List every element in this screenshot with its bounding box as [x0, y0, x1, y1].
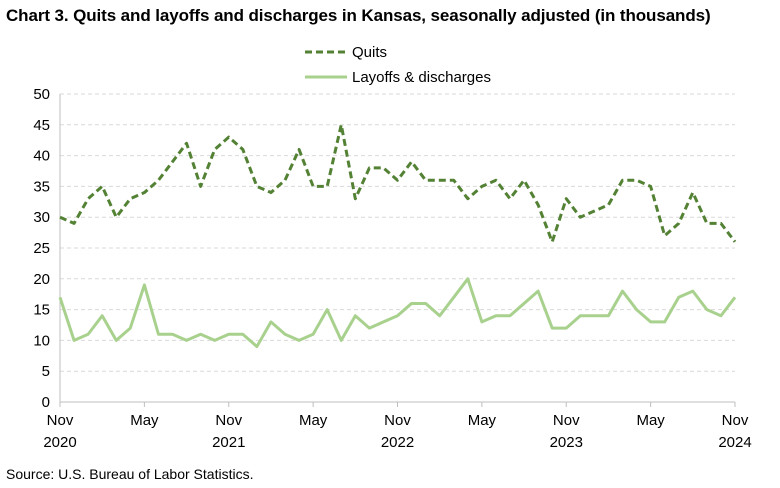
y-tick-label: 15: [33, 302, 50, 319]
gridlines: [60, 93, 735, 372]
y-tick-label: 30: [33, 209, 50, 226]
series-lines: [58, 123, 737, 349]
y-tick-label: 35: [33, 178, 50, 195]
legend: Quits Layoffs & discharges: [305, 44, 491, 86]
x-tick-label-month: Nov: [215, 412, 242, 429]
x-tick-label-month: May: [299, 412, 328, 429]
y-tick-label: 10: [33, 332, 50, 349]
source-note: Source: U.S. Bureau of Labor Statistics.: [6, 466, 254, 482]
x-tick-label-month: May: [636, 412, 665, 429]
legend-label-quits: Quits: [352, 44, 387, 61]
series-line-quits: [59, 123, 737, 244]
x-tick-label-month: Nov: [47, 412, 74, 429]
x-tick-label-year: 2020: [43, 434, 76, 451]
x-tick-label-month: May: [130, 412, 159, 429]
y-tick-label: 20: [33, 271, 50, 288]
y-tick-label: 45: [33, 117, 50, 134]
x-tick-label-month: Nov: [722, 412, 749, 429]
x-tick-label-year: 2021: [212, 434, 245, 451]
x-tick-label-year: 2024: [718, 434, 751, 451]
legend-label-layoffs-discharges: Layoffs & discharges: [352, 69, 491, 86]
y-axis-ticks: 0 5 10 15 20 25 30 35 40 45 50: [33, 86, 50, 411]
x-tick-label-year: 2023: [550, 434, 583, 451]
y-tick-label: 0: [42, 394, 50, 411]
y-tick-label: 40: [33, 148, 50, 165]
y-tick-label: 50: [33, 86, 50, 103]
x-tick-label-month: May: [468, 412, 497, 429]
x-tick-label-year: 2022: [381, 434, 414, 451]
x-axis-ticks: Nov 2020 May Nov 2021 May Nov 2022 May Nov 2023 May…: [43, 402, 752, 451]
series-line-layoffs-discharges: [58, 277, 737, 349]
chart-title: Chart 3. Quits and layoffs and discharge…: [6, 6, 711, 25]
x-tick-label-month: Nov: [384, 412, 411, 429]
y-tick-label: 25: [33, 240, 50, 257]
y-tick-label: 5: [42, 363, 50, 380]
x-tick-label-month: Nov: [553, 412, 580, 429]
